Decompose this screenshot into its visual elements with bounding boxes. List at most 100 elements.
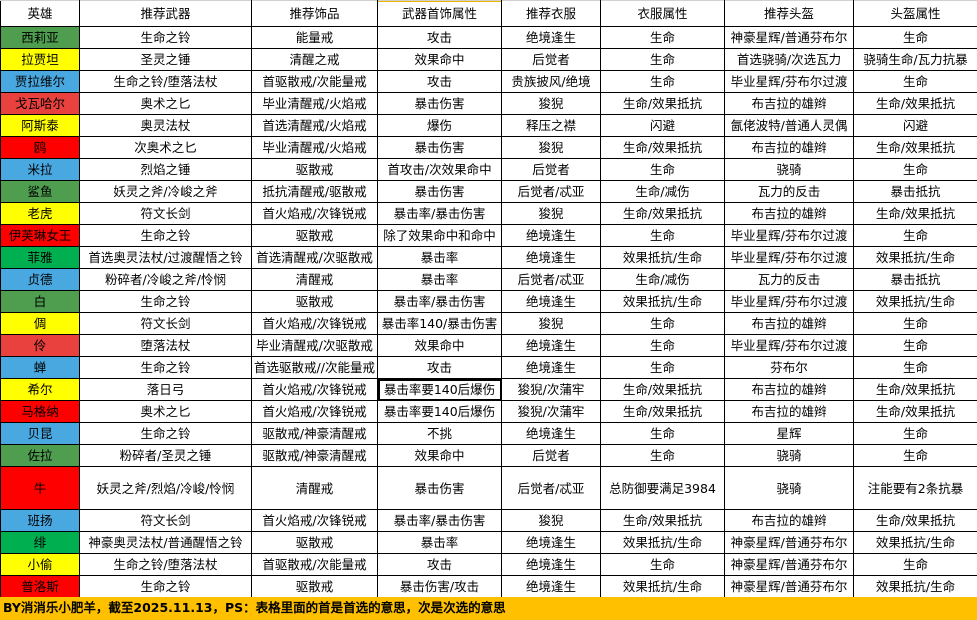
weapon-accessory-stat-cell[interactable]: 暴击伤害 [377, 466, 502, 510]
helmet-stat-cell[interactable]: 生命 [853, 334, 977, 357]
armor-stat-cell[interactable]: 生命 [600, 70, 725, 93]
accessory-cell[interactable]: 驱散戒 [251, 158, 378, 181]
armor-stat-cell[interactable]: 闪避 [600, 114, 725, 137]
armor-cell[interactable]: 后觉者 [501, 48, 601, 71]
helmet-stat-cell[interactable]: 暴击抵抗 [853, 180, 977, 203]
armor-cell[interactable]: 后觉者 [501, 158, 601, 181]
armor-cell[interactable]: 狻猊 [501, 312, 601, 335]
helmet-cell[interactable]: 神豪星辉/普通芬布尔 [724, 553, 854, 576]
weapon-accessory-stat-cell[interactable]: 效果命中 [377, 48, 502, 71]
accessory-cell[interactable]: 抵抗清醒戒/驱散戒 [251, 180, 378, 203]
armor-cell[interactable]: 绝境逢生 [501, 575, 601, 598]
accessory-cell[interactable]: 清醒戒 [251, 268, 378, 291]
helmet-stat-cell[interactable]: 效果抵抗/生命 [853, 531, 977, 554]
weapon-accessory-stat-cell[interactable]: 暴击伤害/攻击 [377, 575, 502, 598]
hero-name-cell[interactable]: 菲雅 [0, 246, 80, 269]
armor-stat-cell[interactable]: 总防御要满足3984 [600, 466, 725, 510]
armor-stat-cell[interactable]: 生命 [600, 422, 725, 445]
hero-name-cell[interactable]: 西莉亚 [0, 26, 80, 49]
armor-cell[interactable]: 绝境逢生 [501, 224, 601, 247]
weapon-cell[interactable]: 堕落法杖 [79, 334, 252, 357]
hero-name-cell[interactable]: 戈瓦哈尔 [0, 92, 80, 115]
helmet-stat-cell[interactable]: 生命/效果抵抗 [853, 400, 977, 423]
weapon-accessory-stat-cell[interactable]: 暴击率 [377, 531, 502, 554]
accessory-cell[interactable]: 首火焰戒/次锋锐戒 [251, 312, 378, 335]
armor-stat-cell[interactable]: 生命/效果抵抗 [600, 136, 725, 159]
helmet-cell[interactable]: 布吉拉的雄辫 [724, 202, 854, 225]
column-header[interactable]: 推荐武器 [79, 0, 252, 27]
helmet-stat-cell[interactable]: 生命/效果抵抗 [853, 509, 977, 532]
accessory-cell[interactable]: 驱散戒 [251, 575, 378, 598]
armor-stat-cell[interactable]: 生命/效果抵抗 [600, 378, 725, 401]
weapon-cell[interactable]: 生命之铃 [79, 290, 252, 313]
armor-stat-cell[interactable]: 生命 [600, 26, 725, 49]
weapon-cell[interactable]: 粉碎者/圣灵之锤 [79, 444, 252, 467]
hero-name-cell[interactable]: 米拉 [0, 158, 80, 181]
weapon-accessory-stat-cell[interactable]: 攻击 [377, 553, 502, 576]
weapon-cell[interactable]: 落日弓 [79, 378, 252, 401]
helmet-stat-cell[interactable]: 暴击抵抗 [853, 268, 977, 291]
armor-cell[interactable]: 绝境逢生 [501, 531, 601, 554]
weapon-cell[interactable]: 生命之铃 [79, 422, 252, 445]
weapon-cell[interactable]: 生命之铃 [79, 26, 252, 49]
helmet-cell[interactable]: 布吉拉的雄辫 [724, 312, 854, 335]
armor-cell[interactable]: 狻猊 [501, 136, 601, 159]
accessory-cell[interactable]: 毕业清醒戒/火焰戒 [251, 136, 378, 159]
helmet-cell[interactable]: 毕业星辉/芬布尔过渡 [724, 70, 854, 93]
accessory-cell[interactable]: 首火焰戒/次锋锐戒 [251, 400, 378, 423]
armor-stat-cell[interactable]: 生命/减伤 [600, 180, 725, 203]
hero-name-cell[interactable]: 倜 [0, 312, 80, 335]
helmet-stat-cell[interactable]: 生命/效果抵抗 [853, 378, 977, 401]
weapon-accessory-stat-cell[interactable]: 攻击 [377, 26, 502, 49]
accessory-cell[interactable]: 驱散戒 [251, 224, 378, 247]
weapon-accessory-stat-cell[interactable]: 暴击率140/暴击伤害 [377, 312, 502, 335]
armor-cell[interactable]: 绝境逢生 [501, 290, 601, 313]
helmet-cell[interactable]: 布吉拉的雄辫 [724, 400, 854, 423]
helmet-cell[interactable]: 毕业星辉/芬布尔过渡 [724, 246, 854, 269]
helmet-cell[interactable]: 骁骑 [724, 444, 854, 467]
hero-name-cell[interactable]: 牛 [0, 466, 80, 510]
armor-cell[interactable]: 绝境逢生 [501, 422, 601, 445]
armor-stat-cell[interactable]: 生命 [600, 224, 725, 247]
armor-cell[interactable]: 后觉者/忒亚 [501, 180, 601, 203]
weapon-cell[interactable]: 首选奥灵法杖/过渡醒悟之铃 [79, 246, 252, 269]
helmet-cell[interactable]: 氤佬波特/普通人灵偶 [724, 114, 854, 137]
helmet-cell[interactable]: 首选骁骑/次选瓦力 [724, 48, 854, 71]
helmet-cell[interactable]: 瓦力的反击 [724, 180, 854, 203]
accessory-cell[interactable]: 驱散戒/神豪清醒戒 [251, 422, 378, 445]
weapon-accessory-stat-cell[interactable]: 暴击率/暴击伤害 [377, 202, 502, 225]
column-header[interactable]: 武器首饰属性 [377, 0, 502, 27]
helmet-cell[interactable]: 毕业星辉/芬布尔过渡 [724, 224, 854, 247]
weapon-accessory-stat-cell[interactable]: 爆伤 [377, 114, 502, 137]
weapon-cell[interactable]: 神豪奥灵法杖/普通醒悟之铃 [79, 531, 252, 554]
weapon-cell[interactable]: 奥灵法杖 [79, 114, 252, 137]
helmet-stat-cell[interactable]: 闪避 [853, 114, 977, 137]
hero-name-cell[interactable]: 绯 [0, 531, 80, 554]
accessory-cell[interactable]: 首火焰戒/次锋锐戒 [251, 509, 378, 532]
weapon-cell[interactable]: 符文长剑 [79, 312, 252, 335]
weapon-accessory-stat-cell[interactable]: 攻击 [377, 70, 502, 93]
armor-stat-cell[interactable]: 生命/效果抵抗 [600, 202, 725, 225]
hero-name-cell[interactable]: 阿斯泰 [0, 114, 80, 137]
helmet-stat-cell[interactable]: 生命 [853, 312, 977, 335]
accessory-cell[interactable]: 首火焰戒/次锋锐戒 [251, 202, 378, 225]
helmet-cell[interactable]: 神豪星辉/普通芬布尔 [724, 26, 854, 49]
armor-cell[interactable]: 绝境逢生 [501, 553, 601, 576]
weapon-cell[interactable]: 生命之铃 [79, 356, 252, 379]
weapon-accessory-stat-cell[interactable]: 不挑 [377, 422, 502, 445]
helmet-stat-cell[interactable]: 生命 [853, 422, 977, 445]
armor-cell[interactable]: 释压之襟 [501, 114, 601, 137]
hero-name-cell[interactable]: 鸥 [0, 136, 80, 159]
armor-cell[interactable]: 狻猊 [501, 202, 601, 225]
weapon-cell[interactable]: 符文长剑 [79, 509, 252, 532]
armor-cell[interactable]: 绝境逢生 [501, 26, 601, 49]
accessory-cell[interactable]: 首选清醒戒/火焰戒 [251, 114, 378, 137]
armor-stat-cell[interactable]: 生命 [600, 48, 725, 71]
armor-stat-cell[interactable]: 生命 [600, 158, 725, 181]
column-header[interactable]: 英雄 [0, 0, 80, 27]
weapon-accessory-stat-cell[interactable]: 首攻击/次效果命中 [377, 158, 502, 181]
weapon-cell[interactable]: 生命之铃/堕落法杖 [79, 70, 252, 93]
hero-name-cell[interactable]: 希尔 [0, 378, 80, 401]
armor-cell[interactable]: 狻猊/次蒲牢 [501, 400, 601, 423]
armor-cell[interactable]: 后觉者/忒亚 [501, 268, 601, 291]
